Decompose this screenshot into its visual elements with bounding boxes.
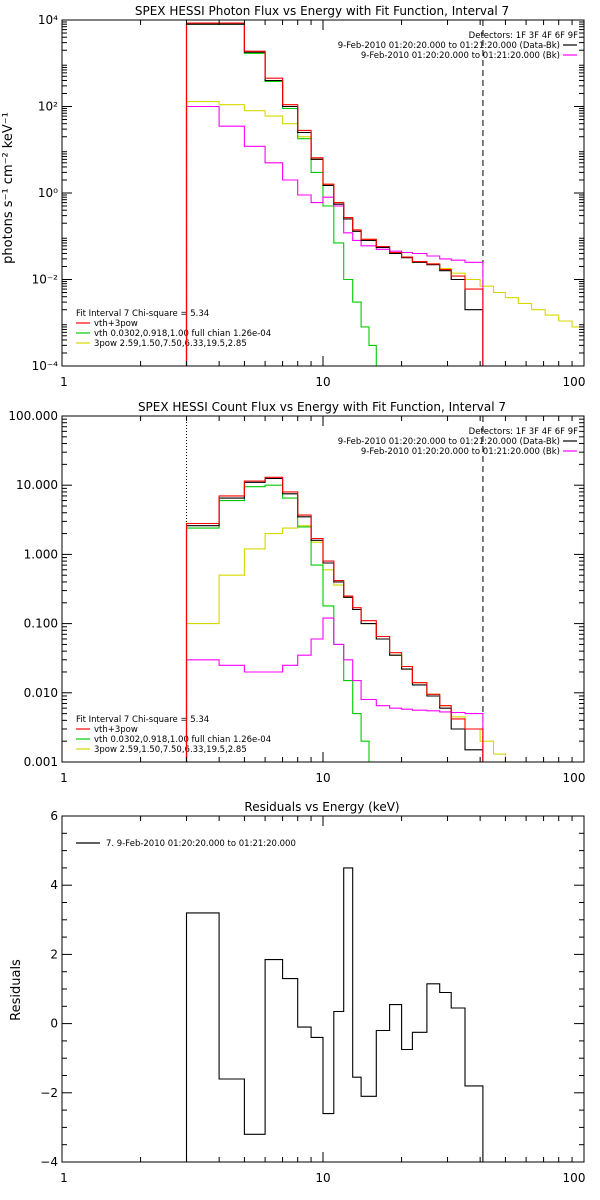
y-tick-label: 0 (50, 1017, 58, 1031)
y-tick-label: 4 (50, 878, 58, 892)
y-tick-label: 10⁰ (38, 186, 58, 200)
legend-vth: vth 0.0302,0.918,1.00 full chian 1.26e-0… (94, 329, 271, 339)
x-tick-label: 1 (60, 375, 68, 389)
legend-fit-interval: Fit Interval 7 Chi-square = 5.34 (76, 715, 209, 725)
series-pow-line (185, 525, 532, 762)
legend-top: Detectors: 1F 3F 4F 6F 9F 9-Feb-2010 01:… (338, 31, 578, 61)
series-vth-line (185, 23, 390, 366)
chart-title: SPEX HESSI Photon Flux vs Energy with Fi… (135, 4, 509, 18)
x-tick-label: 1 (60, 771, 68, 785)
y-tick-label: 0.100 (24, 617, 58, 631)
legend-data-bk: 9-Feb-2010 01:20:20.000 to 01:21:20.000 … (338, 41, 560, 51)
legend-fit-total: vth+3pow (94, 319, 138, 329)
series-bk-line (185, 105, 484, 366)
x-tick-label: 100 (563, 1171, 586, 1185)
y-tick-label: 10² (38, 100, 58, 114)
legend-fit-total: vth+3pow (94, 725, 138, 735)
x-tick-label: 10 (315, 375, 330, 389)
series-total-line (185, 23, 484, 366)
chart-title: SPEX HESSI Count Flux vs Energy with Fit… (138, 400, 506, 414)
series-total-line (185, 867, 484, 1162)
x-tick-label: 10 (315, 771, 330, 785)
y-tick-label: 2 (50, 947, 58, 961)
y-axis-label: Residuals (9, 959, 24, 1021)
y-tick-label: 6 (50, 809, 58, 823)
y-tick-label: 1.000 (24, 547, 58, 561)
y-tick-label: 10⁻⁴ (32, 359, 59, 373)
legend-detectors: Detectors: 1F 3F 4F 6F 9F (469, 31, 578, 41)
legend-top: Detectors: 1F 3F 4F 6F 9F 9-Feb-2010 01:… (338, 427, 578, 457)
series-fit-total-line (185, 22, 484, 366)
x-tick-label: 100 (563, 375, 586, 389)
legend-bk: 9-Feb-2010 01:20:20.000 to 01:21:20.000 … (361, 51, 560, 61)
count-flux-panel: SPEX HESSI Count Flux vs Energy with Fit… (8, 400, 585, 785)
series-total-line (185, 477, 484, 762)
y-tick-label: −4 (40, 1155, 58, 1169)
residuals-panel: Residuals vs Energy (keV) Residuals 7. 9… (9, 800, 585, 1185)
legend-bottom: Fit Interval 7 Chi-square = 5.34 vth+3po… (76, 309, 271, 349)
chart-title: Residuals vs Energy (keV) (244, 800, 399, 814)
photon-flux-panel: SPEX HESSI Photon Flux vs Energy with Fi… (1, 4, 585, 389)
legend-pow: 3pow 2.59,1.50,7.50,6.33,19.5,2.85 (94, 339, 247, 349)
x-tick-label: 10 (315, 1171, 330, 1185)
y-tick-label: 10⁴ (38, 13, 58, 27)
y-tick-label: 0.001 (24, 755, 58, 769)
legend-vth: vth 0.0302,0.918,1.00 full chian 1.26e-0… (94, 735, 271, 745)
legend-bk: 9-Feb-2010 01:20:20.000 to 01:21:20.000 … (361, 447, 560, 457)
x-tick-label: 100 (563, 771, 586, 785)
y-tick-label: 100.000 (8, 409, 58, 423)
y-tick-label: −2 (40, 1086, 58, 1100)
legend-detectors: Detectors: 1F 3F 4F 6F 9F (469, 427, 578, 437)
series-pow-line (185, 101, 584, 366)
y-tick-label: 10.000 (16, 478, 58, 492)
legend-fit-interval: Fit Interval 7 Chi-square = 5.34 (76, 309, 209, 319)
y-tick-label: 0.010 (24, 686, 58, 700)
x-tick-label: 1 (60, 1171, 68, 1185)
series-bk-line (185, 617, 484, 762)
legend-pow: 3pow 2.59,1.50,7.50,6.33,19.5,2.85 (94, 745, 247, 755)
y-axis-label: photons s⁻¹ cm⁻² keV⁻¹ (1, 112, 16, 264)
legend-bottom: Fit Interval 7 Chi-square = 5.34 vth+3po… (76, 715, 271, 755)
legend: 7. 9-Feb-2010 01:20:20.000 to 01:21:20.0… (76, 839, 296, 849)
legend-interval: 7. 9-Feb-2010 01:20:20.000 to 01:21:20.0… (106, 839, 296, 849)
series-fit-total-line (185, 476, 484, 762)
y-tick-label: 10⁻² (32, 273, 59, 287)
legend-data-bk: 9-Feb-2010 01:20:20.000 to 01:21:20.000 … (338, 437, 560, 447)
